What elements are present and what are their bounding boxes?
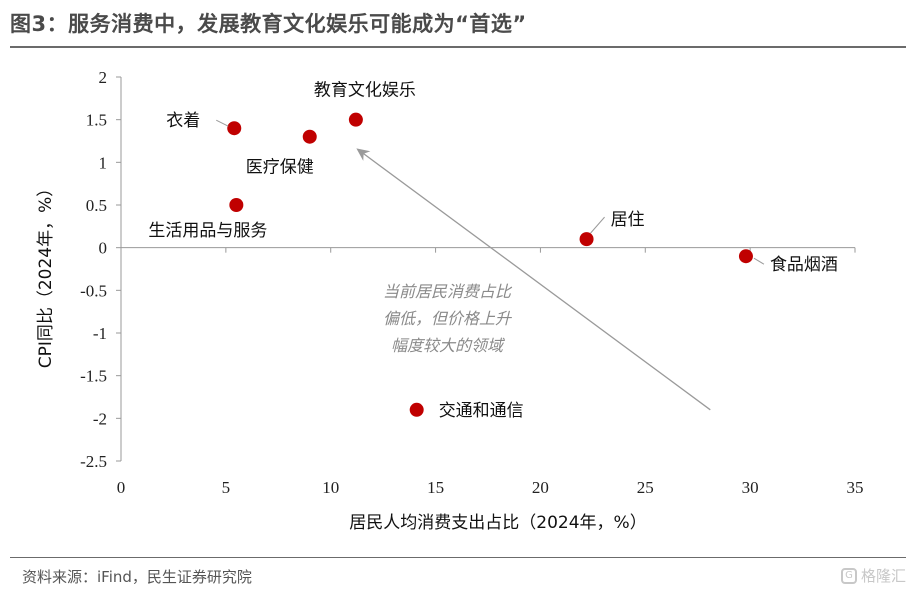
chart-axes: 2 1.5 1 0.5 0 -0.5 -1 -1.5 -2 -2.5 0 5 10 15 20 25 30 35 居… — [36, 68, 864, 533]
chart-title: 图3：服务消费中，发展教育文化娱乐可能成为“首选” — [10, 12, 527, 36]
watermark-text: 格隆汇 — [860, 567, 906, 585]
leader-line — [216, 119, 229, 127]
watermark-logo-icon: G — [840, 567, 857, 584]
y-tick-label: -1 — [93, 324, 107, 343]
data-point — [409, 402, 424, 417]
y-tick-label: 0.5 — [86, 196, 107, 215]
point-label: 食品烟酒 — [770, 255, 838, 275]
annotation-arrow — [356, 148, 711, 411]
point-label: 交通和通信 — [439, 401, 524, 421]
title-divider — [10, 46, 906, 48]
x-tick-label: 15 — [427, 478, 444, 497]
data-point — [229, 198, 244, 212]
x-tick-label: 10 — [322, 478, 339, 497]
leader-line — [753, 257, 765, 265]
y-axis-title: CPI同比（2024年，%） — [36, 180, 56, 369]
leader-line — [590, 216, 605, 234]
x-tick-label: 25 — [637, 478, 654, 497]
y-tick-label: -1.5 — [80, 367, 107, 386]
point-label: 衣着 — [166, 111, 200, 131]
y-tick-label: -0.5 — [80, 281, 107, 300]
annotation-text: 偏低，但价格上升 — [383, 309, 512, 328]
annotation-text: 当前居民消费占比 — [383, 282, 513, 301]
data-points — [227, 112, 753, 417]
data-point — [348, 112, 363, 127]
data-point — [738, 249, 753, 264]
x-tick-label: 20 — [532, 478, 549, 497]
point-label: 医疗保健 — [246, 158, 314, 178]
point-label: 生活用品与服务 — [148, 221, 267, 241]
source-note: 资料来源：iFind，民生证券研究院 — [22, 568, 252, 586]
annotation-text: 幅度较大的领域 — [391, 336, 505, 355]
y-tick-label: -2 — [93, 409, 107, 428]
y-tick-label: 1.5 — [86, 111, 107, 130]
y-tick-label: 1 — [99, 153, 108, 172]
data-point — [227, 121, 242, 136]
footer-divider — [10, 557, 906, 558]
x-axis-title: 居民人均消费支出占比（2024年，%） — [349, 513, 646, 533]
point-label: 教育文化娱乐 — [314, 81, 416, 101]
x-tick-label: 30 — [742, 478, 759, 497]
data-point — [579, 232, 594, 247]
y-tick-label: 0 — [99, 239, 108, 258]
y-tick-label: 2 — [99, 68, 108, 87]
data-point — [302, 129, 317, 144]
y-tick-label: -2.5 — [80, 452, 107, 471]
x-tick-label: 5 — [222, 478, 231, 497]
watermark: G 格隆汇 — [840, 565, 906, 586]
point-label: 居住 — [611, 210, 645, 230]
x-tick-label: 35 — [847, 478, 864, 497]
x-tick-label: 0 — [117, 478, 126, 497]
